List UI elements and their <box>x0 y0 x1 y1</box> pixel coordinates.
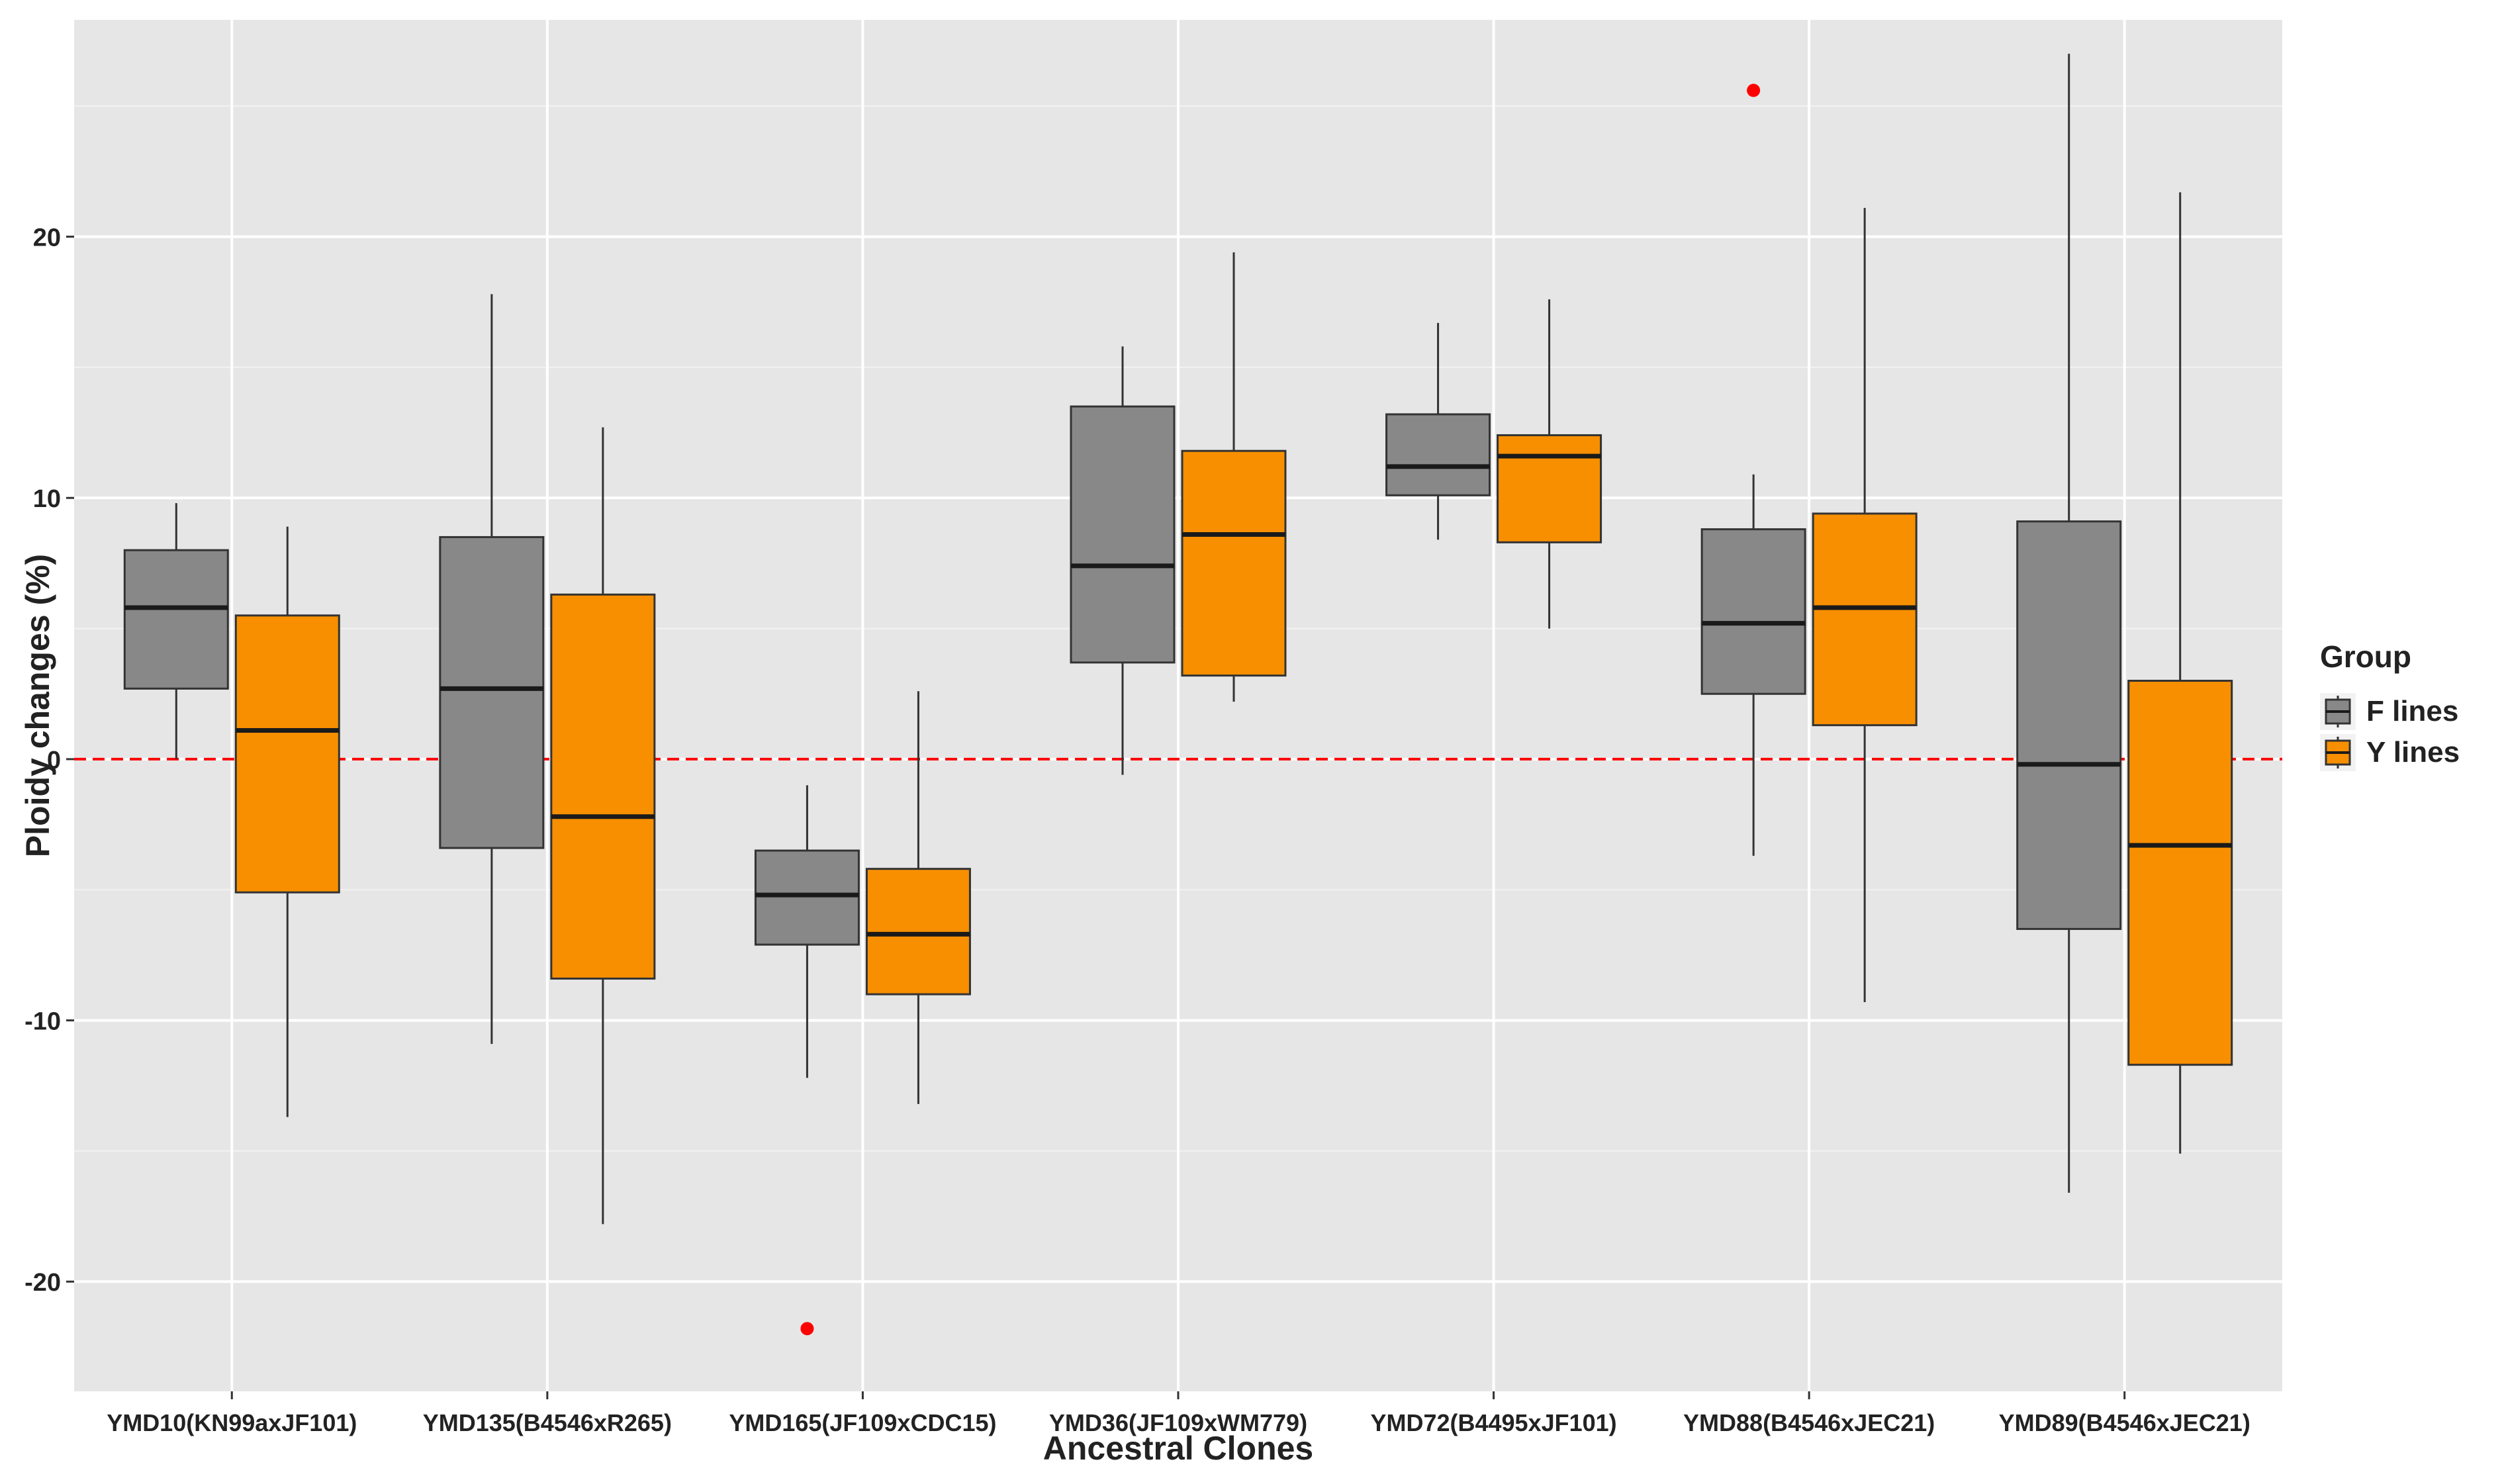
box-iqr <box>234 614 340 894</box>
x-tick-label: YMD36(JF109xWM779) <box>1049 1409 1307 1436</box>
x-tick-label: YMD135(B4546xR265) <box>423 1409 672 1436</box>
x-axis-title: Ancestral Clones <box>1043 1430 1313 1467</box>
x-tick-label: YMD88(B4546xJEC21) <box>1683 1409 1935 1436</box>
box-iqr <box>550 593 656 980</box>
legend-label: F lines <box>2366 695 2458 727</box>
box-group <box>123 54 2233 1225</box>
y-tick-label: -20 <box>24 1269 61 1297</box>
f-lines-box <box>123 503 229 759</box>
legend-entry: Y lines <box>2320 734 2460 771</box>
x-tick-label: YMD72(B4495xJF101) <box>1370 1409 1616 1436</box>
f-lines-box <box>439 294 545 1044</box>
legend-title: Group <box>2320 639 2411 674</box>
box-iqr <box>1070 405 1176 664</box>
y-axis-title: Ploidy changes (%) <box>19 554 56 857</box>
x-tick-label: YMD165(JF109xCDC15) <box>729 1409 996 1436</box>
box-iqr <box>1497 434 1602 543</box>
y-lines-box <box>2127 192 2233 1154</box>
y-tick-label: -10 <box>24 1008 61 1036</box>
legend-entry: F lines <box>2320 693 2458 730</box>
x-tick-label: YMD10(KN99axJF101) <box>107 1409 357 1436</box>
y-lines-box <box>1812 208 1918 1002</box>
y-tick-label: 20 <box>33 224 61 252</box>
y-lines-box <box>550 427 656 1225</box>
box-iqr <box>2127 680 2233 1066</box>
outlier-group <box>800 83 1761 1336</box>
f-lines-box <box>2016 54 2122 1193</box>
box-iqr <box>865 868 971 996</box>
f-lines-box <box>1070 346 1176 775</box>
y-tick-label: 0 <box>47 747 61 774</box>
f-lines-box <box>1385 322 1491 540</box>
y-axis: -20 -10 0 10 20 <box>24 224 74 1297</box>
legend-label: Y lines <box>2366 736 2460 768</box>
box-iqr <box>754 849 860 946</box>
y-lines-box <box>1181 252 1287 702</box>
box-iqr <box>1181 449 1287 677</box>
box-iqr <box>1812 512 1918 727</box>
box-iqr <box>123 549 229 690</box>
y-lines-box <box>234 526 340 1117</box>
x-axis: YMD10(KN99axJF101) YMD135(B4546xR265) YMD1… <box>107 1391 2250 1436</box>
f-lines-box <box>1700 474 1806 856</box>
box-iqr <box>1700 528 1806 695</box>
f-lines-box <box>754 785 860 1078</box>
legend: Group F lines Y lines <box>2320 639 2460 771</box>
y-lines-box <box>865 691 971 1104</box>
y-tick-label: 10 <box>33 485 61 513</box>
box-iqr <box>2016 520 2122 930</box>
box-iqr <box>439 535 545 849</box>
outlier-point <box>1747 83 1761 97</box>
x-tick-label: YMD89(B4546xJEC21) <box>1999 1409 2250 1436</box>
outlier-point <box>800 1322 814 1336</box>
y-lines-box <box>1497 299 1602 629</box>
box-iqr <box>1385 413 1491 496</box>
